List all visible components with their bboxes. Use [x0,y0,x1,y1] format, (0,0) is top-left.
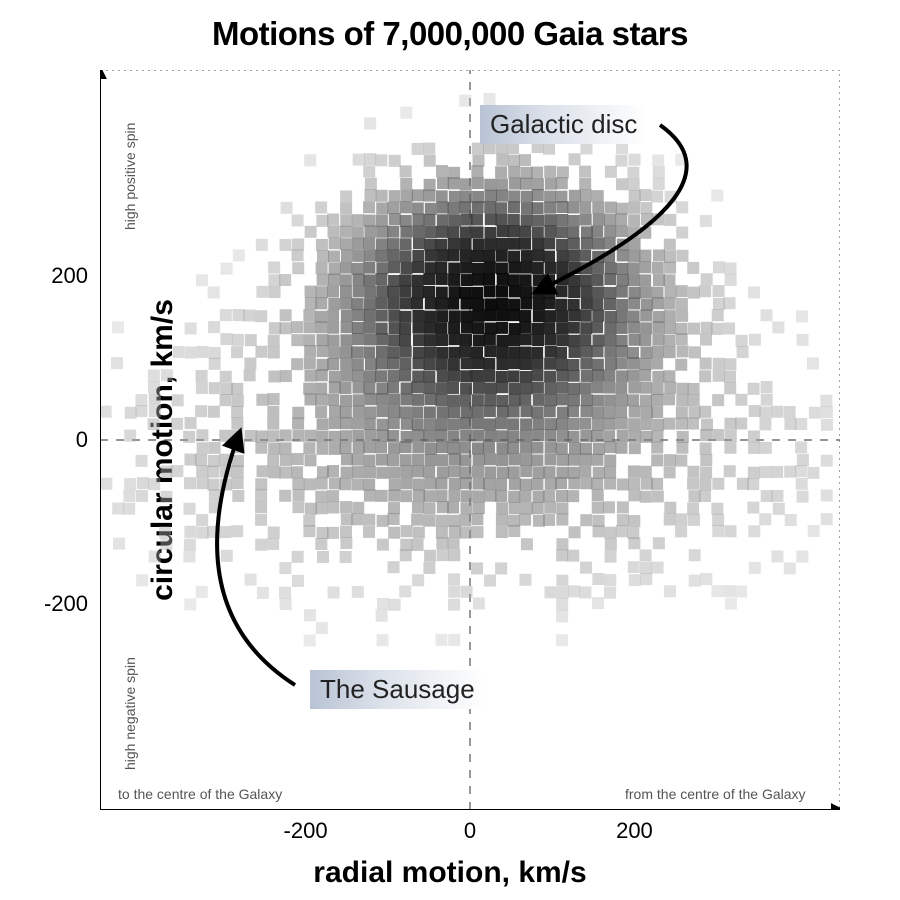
chart-title: Motions of 7,000,000 Gaia stars [0,15,900,53]
callout-sausage: The Sausage [310,670,485,709]
tick-label: 0 [464,818,476,844]
x-axis-label: radial motion, km/s [313,856,586,890]
callout-galactic-disc: Galactic disc [480,105,647,144]
note-high-positive-spin: high positive spin [122,123,138,230]
tick-label: -200 [44,591,88,617]
tick-label: 0 [76,427,88,453]
tick-label: 200 [51,263,88,289]
note-to-centre: to the centre of the Galaxy [118,786,282,802]
tick-label: 200 [616,818,653,844]
note-from-centre: from the centre of the Galaxy [625,786,806,802]
tick-label: -200 [284,818,328,844]
note-high-negative-spin: high negative spin [122,657,138,770]
